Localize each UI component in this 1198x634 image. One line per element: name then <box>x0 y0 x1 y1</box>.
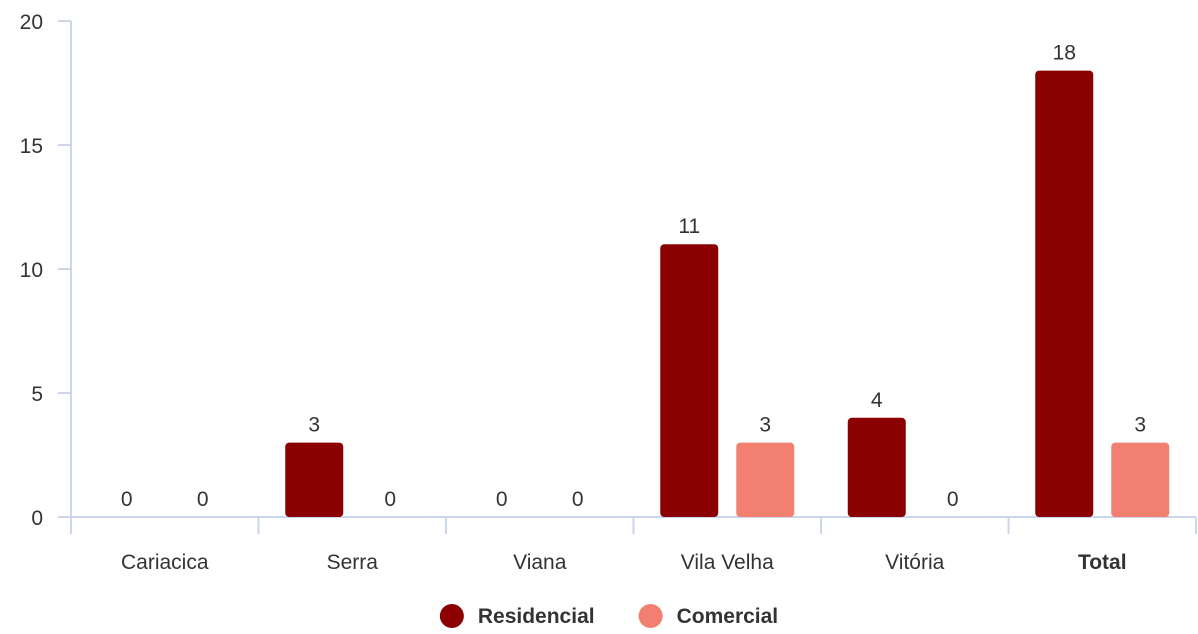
bar[interactable] <box>847 417 906 517</box>
legend-marker <box>638 604 663 628</box>
x-tick-label: Total <box>1078 551 1127 574</box>
legend-label: Comercial <box>677 605 779 628</box>
data-label: 0 <box>197 488 209 511</box>
y-tick-label: 0 <box>31 507 43 530</box>
legend-item[interactable]: Residencial <box>439 604 595 628</box>
data-label: 11 <box>678 215 700 238</box>
data-label: 3 <box>308 414 320 437</box>
data-label: 0 <box>496 488 508 511</box>
bar[interactable] <box>736 442 795 517</box>
data-label: 0 <box>384 488 396 511</box>
y-axis: 0 5 10 15 20 <box>20 11 72 530</box>
data-label: 0 <box>572 488 584 511</box>
bar[interactable] <box>1111 442 1170 517</box>
bars <box>285 70 1170 517</box>
legend-label: Residencial <box>478 605 595 628</box>
x-tick-label: Serra <box>327 551 379 574</box>
x-tick-label: Vitória <box>885 551 944 574</box>
legend[interactable]: Residencial Comercial <box>439 604 779 628</box>
bar[interactable] <box>660 244 719 517</box>
bar[interactable] <box>285 442 344 517</box>
data-labels: 0 3 0 11 4 18 0 0 0 3 0 3 <box>121 42 1146 511</box>
y-tick-label: 10 <box>20 259 43 282</box>
y-tick-label: 5 <box>31 383 43 406</box>
x-tick-label: Cariacica <box>121 551 209 574</box>
data-label: 3 <box>1134 414 1146 437</box>
data-label: 4 <box>871 389 883 412</box>
y-tick-label: 15 <box>20 135 43 158</box>
x-tick-label: Viana <box>513 551 567 574</box>
y-tick-label: 20 <box>20 11 43 34</box>
data-label: 18 <box>1053 42 1076 65</box>
x-axis: Cariacica Serra Viana Vila Velha Vitória Tota… <box>70 516 1197 574</box>
data-label: 3 <box>759 414 771 437</box>
bar[interactable] <box>1035 70 1094 517</box>
legend-item[interactable]: Comercial <box>638 604 779 628</box>
data-label: 0 <box>121 488 133 511</box>
legend-marker <box>439 604 464 628</box>
x-tick-label: Vila Velha <box>681 551 774 574</box>
data-label: 0 <box>947 488 959 511</box>
